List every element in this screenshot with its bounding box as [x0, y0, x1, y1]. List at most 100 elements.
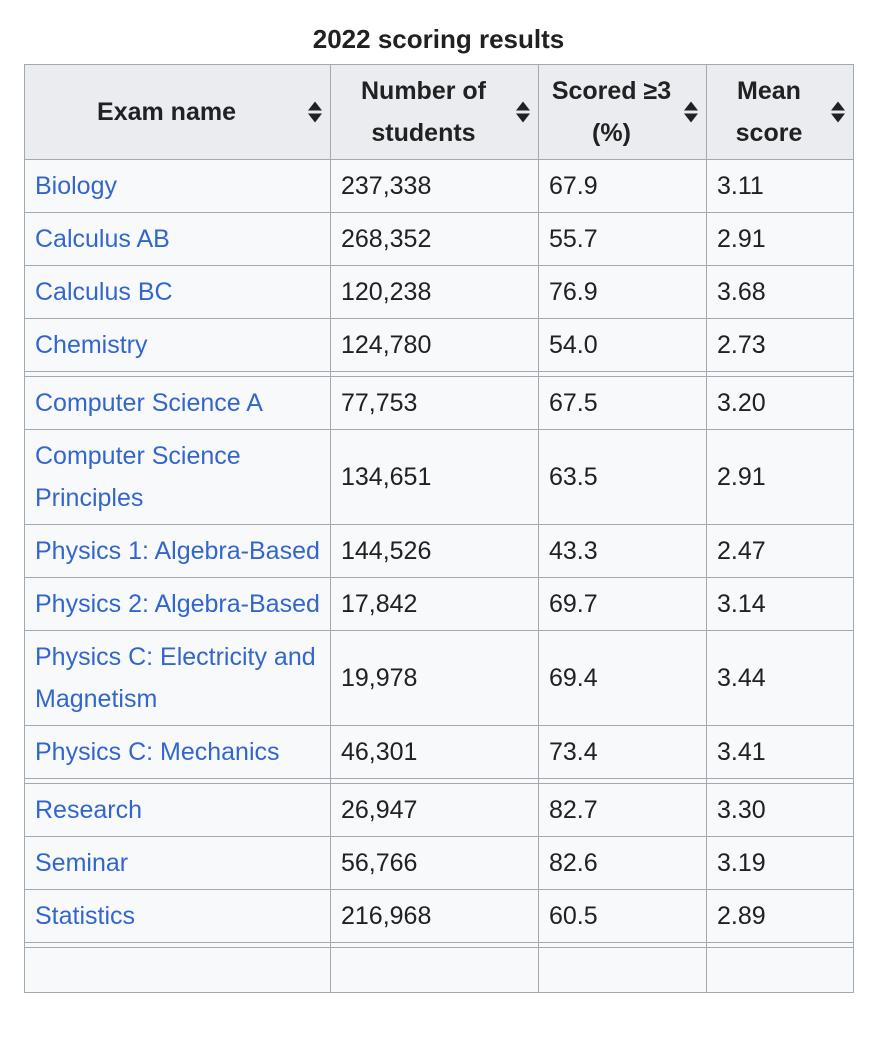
- col-header-exam-name[interactable]: Exam name: [24, 64, 331, 160]
- mean-score-cell: 2.89: [706, 889, 854, 943]
- table-row-partial: [24, 947, 854, 993]
- scored-3-pct-cell: 69.4: [538, 630, 707, 726]
- exam-link[interactable]: Chemistry: [35, 331, 148, 359]
- number-of-students-cell: 216,968: [330, 889, 539, 943]
- table-body: Biology 237,338 67.9 3.11 Calculus AB 268,352…: [24, 159, 854, 993]
- exam-name-cell: Calculus AB: [24, 212, 331, 266]
- scored-3-pct-cell: 76.9: [538, 265, 707, 319]
- scored-3-pct-cell: 73.4: [538, 725, 707, 779]
- exam-link[interactable]: Physics C: Mechanics: [35, 738, 280, 766]
- scored-3-pct-cell: 55.7: [538, 212, 707, 266]
- exam-name-cell: Statistics: [24, 889, 331, 943]
- scored-3-pct-cell: 67.5: [538, 376, 707, 430]
- scored-3-pct-cell: 60.5: [538, 889, 707, 943]
- exam-name-cell: Research: [24, 783, 331, 837]
- table-row: Biology 237,338 67.9 3.11: [24, 159, 854, 213]
- page-content: 2022 scoring results Exam name Number of…: [24, 24, 854, 993]
- empty-cell: [706, 947, 854, 993]
- table-row: Physics 1: Algebra-Based 144,526 43.3 2.47: [24, 524, 854, 578]
- mean-score-cell: 2.73: [706, 318, 854, 372]
- empty-cell: [24, 947, 331, 993]
- exam-link[interactable]: Calculus AB: [35, 225, 170, 253]
- exam-link[interactable]: Physics 2: Algebra-Based: [35, 590, 320, 618]
- mean-score-cell: 3.44: [706, 630, 854, 726]
- table-row: Research 26,947 82.7 3.30: [24, 783, 854, 837]
- exam-name-cell: Physics 1: Algebra-Based: [24, 524, 331, 578]
- sort-both-icon: [308, 101, 322, 123]
- col-header-label: Mean score: [735, 77, 803, 147]
- col-header-label: Number of students: [361, 77, 486, 147]
- mean-score-cell: 2.91: [706, 429, 854, 525]
- sort-both-icon: [684, 101, 698, 123]
- exam-name-cell: Calculus BC: [24, 265, 331, 319]
- scoring-results-table: Exam name Number of students Scored ≥3 (…: [24, 64, 854, 993]
- number-of-students-cell: 17,842: [330, 577, 539, 631]
- scored-3-pct-cell: 69.7: [538, 577, 707, 631]
- exam-name-cell: Seminar: [24, 836, 331, 890]
- col-header-label: Exam name: [97, 98, 236, 126]
- mean-score-cell: 2.47: [706, 524, 854, 578]
- exam-link[interactable]: Statistics: [35, 902, 136, 930]
- mean-score-cell: 2.91: [706, 212, 854, 266]
- mean-score-cell: 3.20: [706, 376, 854, 430]
- exam-name-cell: Physics C: Electricity and Magnetism: [24, 630, 331, 726]
- exam-link[interactable]: Computer Science Principles: [35, 442, 241, 512]
- col-header-mean-score[interactable]: Mean score: [706, 64, 854, 160]
- scored-3-pct-cell: 54.0: [538, 318, 707, 372]
- exam-name-cell: Physics 2: Algebra-Based: [24, 577, 331, 631]
- col-header-scored-3-pct[interactable]: Scored ≥3 (%): [538, 64, 707, 160]
- table-row: Statistics 216,968 60.5 2.89: [24, 889, 854, 943]
- mean-score-cell: 3.68: [706, 265, 854, 319]
- exam-link[interactable]: Computer Science A: [35, 389, 263, 417]
- exam-name-cell: Physics C: Mechanics: [24, 725, 331, 779]
- number-of-students-cell: 77,753: [330, 376, 539, 430]
- col-header-number-of-students[interactable]: Number of students: [330, 64, 539, 160]
- exam-link[interactable]: Seminar: [35, 849, 129, 877]
- exam-name-cell: Chemistry: [24, 318, 331, 372]
- table-row: Seminar 56,766 82.6 3.19: [24, 836, 854, 890]
- number-of-students-cell: 120,238: [330, 265, 539, 319]
- table-row: Physics 2: Algebra-Based 17,842 69.7 3.14: [24, 577, 854, 631]
- scored-3-pct-cell: 63.5: [538, 429, 707, 525]
- scored-3-pct-cell: 82.6: [538, 836, 707, 890]
- scored-3-pct-cell: 82.7: [538, 783, 707, 837]
- exam-link[interactable]: Physics 1: Algebra-Based: [35, 537, 320, 565]
- empty-cell: [538, 947, 707, 993]
- mean-score-cell: 3.41: [706, 725, 854, 779]
- table-row: Computer Science Principles 134,651 63.5 2.…: [24, 429, 854, 525]
- number-of-students-cell: 124,780: [330, 318, 539, 372]
- exam-link[interactable]: Biology: [35, 172, 117, 200]
- table-row: Chemistry 124,780 54.0 2.73: [24, 318, 854, 372]
- exam-link[interactable]: Physics C: Electricity and Magnetism: [35, 643, 316, 713]
- scored-3-pct-cell: 43.3: [538, 524, 707, 578]
- number-of-students-cell: 26,947: [330, 783, 539, 837]
- number-of-students-cell: 144,526: [330, 524, 539, 578]
- exam-name-cell: Biology: [24, 159, 331, 213]
- exam-name-cell: Computer Science A: [24, 376, 331, 430]
- col-header-label: Scored ≥3 (%): [551, 77, 672, 147]
- number-of-students-cell: 268,352: [330, 212, 539, 266]
- number-of-students-cell: 19,978: [330, 630, 539, 726]
- table-row: Physics C: Electricity and Magnetism 19,9…: [24, 630, 854, 726]
- scored-3-pct-cell: 67.9: [538, 159, 707, 213]
- table-row: Calculus BC 120,238 76.9 3.68: [24, 265, 854, 319]
- table-title: 2022 scoring results: [312, 24, 565, 54]
- empty-cell: [330, 947, 539, 993]
- mean-score-cell: 3.19: [706, 836, 854, 890]
- sort-both-icon: [831, 101, 845, 123]
- mean-score-cell: 3.11: [706, 159, 854, 213]
- table-row: Calculus AB 268,352 55.7 2.91: [24, 212, 854, 266]
- exam-name-cell: Computer Science Principles: [24, 429, 331, 525]
- number-of-students-cell: 237,338: [330, 159, 539, 213]
- number-of-students-cell: 134,651: [330, 429, 539, 525]
- exam-link[interactable]: Research: [35, 796, 142, 824]
- table-row: Computer Science A 77,753 67.5 3.20: [24, 376, 854, 430]
- sort-both-icon: [516, 101, 530, 123]
- mean-score-cell: 3.14: [706, 577, 854, 631]
- number-of-students-cell: 56,766: [330, 836, 539, 890]
- number-of-students-cell: 46,301: [330, 725, 539, 779]
- table-header: Exam name Number of students Scored ≥3 (…: [24, 64, 854, 160]
- exam-link[interactable]: Calculus BC: [35, 278, 173, 306]
- header-row: Exam name Number of students Scored ≥3 (…: [24, 64, 854, 160]
- table-row: Physics C: Mechanics 46,301 73.4 3.41: [24, 725, 854, 779]
